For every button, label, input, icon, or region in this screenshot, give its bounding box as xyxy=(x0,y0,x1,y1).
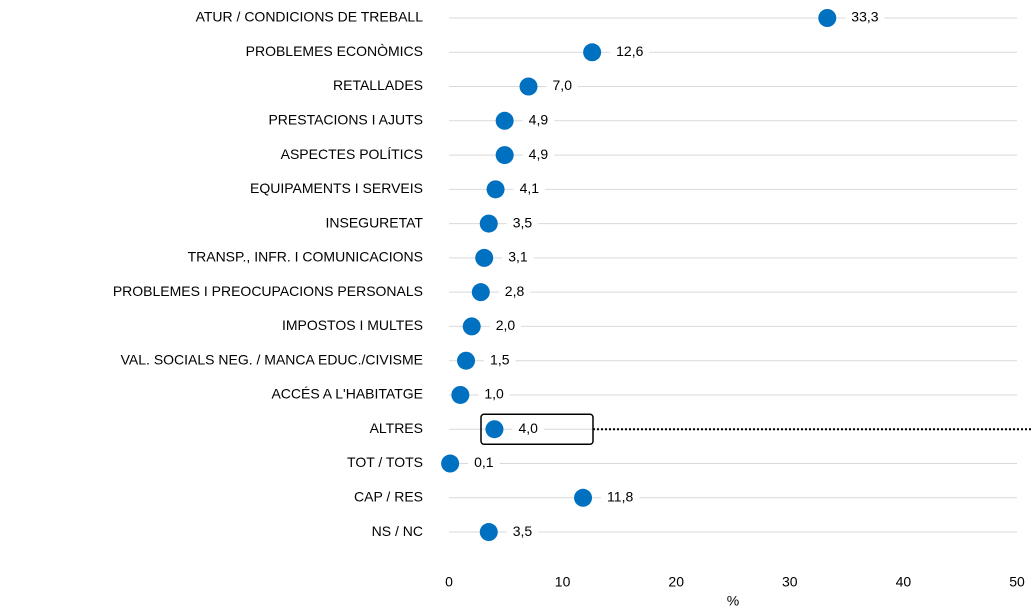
value-label-bg xyxy=(489,317,522,336)
dot xyxy=(519,77,538,96)
value-label-bg xyxy=(506,523,539,542)
dot xyxy=(486,180,505,199)
x-tick-label: 50 xyxy=(1009,574,1025,590)
category-label: ALTRES xyxy=(370,420,423,436)
dot xyxy=(495,111,514,130)
value-label: 3,1 xyxy=(508,249,528,265)
value-label-bg xyxy=(522,111,555,130)
value-label: 7,0 xyxy=(553,77,573,93)
x-tick-label: 10 xyxy=(555,574,571,590)
dot xyxy=(471,283,490,302)
dot xyxy=(818,9,837,27)
dot xyxy=(485,420,504,439)
value-label: 4,9 xyxy=(529,146,549,162)
category-label: ACCÉS A L'HABITATGE xyxy=(271,386,423,402)
value-label: 4,0 xyxy=(518,420,538,436)
category-label: NS / NC xyxy=(372,523,423,539)
value-label-bg xyxy=(512,420,544,439)
value-label: 1,0 xyxy=(484,386,504,402)
value-label: 3,5 xyxy=(513,523,533,539)
value-label-bg xyxy=(468,454,500,473)
dot xyxy=(574,488,593,507)
category-label: TOT / TOTS xyxy=(347,454,423,470)
value-label: 2,8 xyxy=(505,283,525,299)
dot xyxy=(479,214,498,233)
value-label-bg xyxy=(845,9,885,27)
value-label: 3,5 xyxy=(513,214,533,230)
value-label-bg xyxy=(601,488,640,507)
value-label: 2,0 xyxy=(496,317,516,333)
category-label: INSEGURETAT xyxy=(326,214,424,230)
value-label: 4,9 xyxy=(529,112,549,128)
value-label-bg xyxy=(498,283,531,302)
x-tick-label: 0 xyxy=(445,574,453,590)
dot xyxy=(441,454,460,473)
value-label-bg xyxy=(546,77,578,96)
dot xyxy=(462,317,481,336)
dot xyxy=(479,523,498,542)
category-label: EQUIPAMENTS I SERVEIS xyxy=(250,180,423,196)
category-label: PROBLEMES I PREOCUPACIONS PERSONALS xyxy=(113,283,423,299)
category-label: CAP / RES xyxy=(354,488,423,504)
value-label: 0,1 xyxy=(474,454,494,470)
dot xyxy=(451,385,470,404)
x-tick-label: 40 xyxy=(896,574,912,590)
dot xyxy=(457,351,476,370)
value-label-bg xyxy=(522,146,555,165)
x-axis-label: % xyxy=(727,593,739,609)
value-label-bg xyxy=(478,385,510,404)
x-tick-label: 30 xyxy=(782,574,798,590)
dot xyxy=(495,146,514,165)
category-label: TRANSP., INFR. I COMUNICACIONS xyxy=(188,249,423,265)
value-label-bg xyxy=(484,351,516,370)
dot xyxy=(583,43,602,62)
value-label-bg xyxy=(610,43,650,62)
value-label: 33,3 xyxy=(851,9,878,25)
dot xyxy=(475,248,494,267)
x-tick-label: 20 xyxy=(668,574,684,590)
category-label: VAL. SOCIALS NEG. / MANCA EDUC./CIVISME xyxy=(121,351,423,367)
value-label: 11,8 xyxy=(607,488,633,504)
value-label: 4,1 xyxy=(520,180,540,196)
value-label: 12,6 xyxy=(616,43,643,59)
category-label: PRESTACIONS I AJUTS xyxy=(268,112,423,128)
value-label-bg xyxy=(506,214,539,233)
category-label: RETALLADES xyxy=(333,77,423,93)
category-label: IMPOSTOS I MULTES xyxy=(282,317,423,333)
category-label: PROBLEMES ECONÒMICS xyxy=(246,43,423,59)
value-label-bg xyxy=(513,180,546,199)
category-label: ASPECTES POLÍTICS xyxy=(281,146,423,162)
category-label: ATUR / CONDICIONS DE TREBALL xyxy=(196,9,424,25)
value-label-bg xyxy=(502,248,534,267)
value-label: 1,5 xyxy=(490,351,510,367)
